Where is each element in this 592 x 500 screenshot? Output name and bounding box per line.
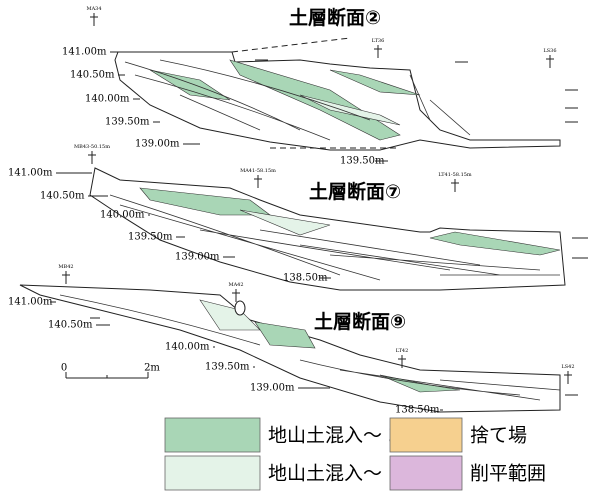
stake-label: LT41-58.15m: [438, 172, 472, 178]
stake-label: LS36: [543, 48, 556, 54]
stake-label: MB43-50.15m: [74, 144, 110, 150]
stake-label: MA41-58.15m: [240, 168, 276, 174]
legend-swatch: [164, 455, 261, 491]
elevation-label: 140.50m: [70, 70, 115, 81]
elevation-label: 139.50m: [205, 362, 250, 373]
elevation-label: 138.50m: [283, 273, 328, 284]
section-2-drawing: [114, 37, 578, 151]
scale-start: 0: [61, 363, 67, 374]
stake-label: LT36: [372, 38, 385, 44]
section-title: 土層断面②: [289, 6, 381, 29]
legend-label: 捨て場: [470, 425, 527, 447]
elevation-label: 140.00m: [85, 94, 130, 105]
section-title: 土層断面⑦: [309, 180, 401, 203]
section-title: 土層断面⑨: [314, 310, 406, 333]
elevation-label: 141.00m: [8, 297, 53, 308]
legend-swatch: [389, 455, 463, 491]
elevation-label: 140.00m: [100, 210, 145, 221]
elevation-label: 141.00m: [62, 47, 107, 58]
stake-label: MA42: [228, 282, 243, 288]
elevation-label: 139.00m: [175, 252, 220, 263]
elevation-label: 140.00m: [165, 342, 210, 353]
elevation-label: 141.00m: [8, 168, 53, 179]
scale-bar: 0 2m: [61, 363, 160, 379]
stake-label: MA34: [86, 6, 101, 12]
section-9-drawing: [19, 284, 578, 413]
elevation-label: 139.00m: [250, 383, 295, 394]
elevation-label: 139.00m: [135, 139, 180, 150]
elevation-label: 138.50m: [395, 405, 440, 416]
legend-swatch: [164, 417, 261, 453]
legend-label: 削平範囲: [470, 463, 546, 485]
legend-swatch: [389, 417, 463, 453]
elevation-label: 139.50m: [105, 117, 150, 128]
stake-label: MB42: [58, 264, 73, 270]
elevation-label: 140.50m: [40, 191, 85, 202]
elevation-label: 140.50m: [48, 320, 93, 331]
elevation-label: 139.50m: [128, 232, 173, 243]
elevation-label: 139.50m: [340, 156, 385, 167]
stake-label: LS42: [561, 364, 574, 370]
section-7-drawing: [89, 167, 588, 291]
scale-end: 2m: [144, 363, 160, 374]
stake-label: LT42: [396, 348, 409, 354]
